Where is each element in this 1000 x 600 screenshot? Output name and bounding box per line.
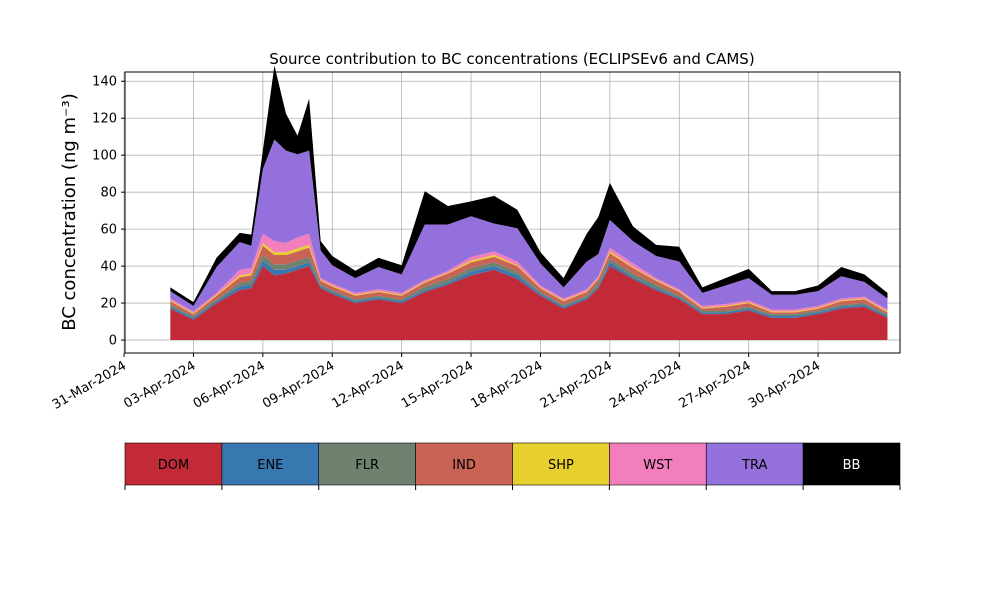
y-tick-label: 60 bbox=[100, 223, 117, 238]
x-tick-label: 15-Apr-2024 bbox=[399, 358, 476, 411]
legend-label-bb: BB bbox=[843, 458, 861, 473]
legend-label-ind: IND bbox=[452, 458, 476, 473]
legend-label-tra: TRA bbox=[741, 458, 767, 473]
x-tick-label: 31-Mar-2024 bbox=[50, 358, 129, 412]
chart-title: Source contribution to BC concentrations… bbox=[269, 50, 754, 68]
y-tick-label: 120 bbox=[92, 112, 117, 127]
chart: Source contribution to BC concentrations… bbox=[0, 0, 1000, 600]
x-tick-label: 30-Apr-2024 bbox=[746, 358, 823, 411]
legend-label-shp: SHP bbox=[548, 458, 574, 473]
x-tick-label: 27-Apr-2024 bbox=[677, 358, 754, 411]
legend-label-dom: DOM bbox=[158, 458, 189, 473]
x-tick-label: 24-Apr-2024 bbox=[607, 358, 684, 411]
x-tick-label: 12-Apr-2024 bbox=[330, 358, 407, 411]
y-tick-label: 40 bbox=[100, 260, 117, 275]
plot-area: 0 20 40 60 80 100 120 140 31-Mar-202403-Apr-2024… bbox=[50, 66, 900, 413]
x-tick-label: 06-Apr-2024 bbox=[191, 358, 268, 411]
legend-label-flr: FLR bbox=[355, 458, 379, 473]
x-tick-label: 09-Apr-2024 bbox=[260, 358, 337, 411]
x-tick-label: 18-Apr-2024 bbox=[468, 358, 545, 411]
y-axis-label: BC concentration (ng m⁻³) bbox=[59, 93, 80, 331]
y-tick-label: 100 bbox=[92, 149, 117, 164]
y-tick-label: 20 bbox=[100, 297, 117, 312]
y-tick-label: 80 bbox=[100, 186, 117, 201]
y-tick-label: 140 bbox=[92, 75, 117, 90]
x-tick-label: 03-Apr-2024 bbox=[121, 358, 198, 411]
x-tick-label: 21-Apr-2024 bbox=[538, 358, 615, 411]
y-tick-label: 0 bbox=[109, 334, 117, 349]
legend-label-wst: WST bbox=[643, 458, 672, 473]
legend: DOM ENE FLR IND SHP WST TRA BB bbox=[125, 443, 900, 490]
legend-label-ene: ENE bbox=[257, 458, 283, 473]
